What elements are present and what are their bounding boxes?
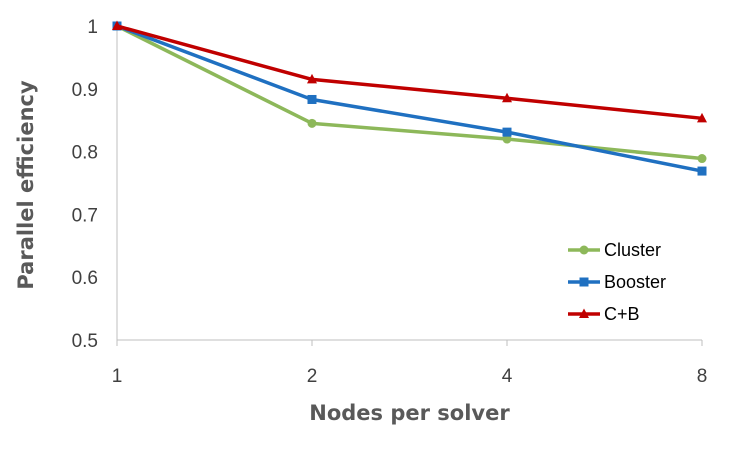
x-tick-label: 2 bbox=[307, 366, 318, 387]
legend-cluster-label: Cluster bbox=[604, 240, 661, 260]
series-booster-point bbox=[697, 166, 707, 176]
series-cluster-point bbox=[697, 154, 707, 164]
legend-c-b-label: C+B bbox=[604, 304, 640, 324]
series-cluster bbox=[112, 21, 707, 164]
y-tick-label: 0.7 bbox=[72, 205, 98, 226]
legend-booster-label: Booster bbox=[604, 272, 666, 292]
x-axis-tick-labels: 1 2 4 8 bbox=[112, 366, 708, 387]
series-cluster-point bbox=[502, 134, 512, 144]
y-tick-label: 1 bbox=[87, 17, 98, 38]
legend-booster-point bbox=[579, 277, 589, 287]
y-axis-tick-labels: 0.5 0.6 0.7 0.8 0.9 1 bbox=[72, 17, 98, 352]
x-tick-label: 4 bbox=[502, 366, 513, 387]
y-tick-label: 0.8 bbox=[72, 143, 98, 164]
series-cluster-point bbox=[307, 118, 317, 128]
x-axis-title: Nodes per solver bbox=[309, 401, 510, 425]
legend-c-b-point bbox=[579, 308, 589, 318]
y-tick-label: 0.5 bbox=[72, 331, 98, 352]
series-c-b-point bbox=[307, 73, 317, 84]
legend: Cluster Booster C+B bbox=[568, 240, 666, 324]
series-booster-point bbox=[502, 127, 512, 137]
series-booster bbox=[112, 21, 707, 176]
series-layer bbox=[112, 20, 707, 176]
legend-c-b: C+B bbox=[568, 304, 640, 324]
x-tick-label: 8 bbox=[697, 366, 708, 387]
series-booster-point bbox=[307, 94, 317, 104]
series-c-b-point bbox=[502, 92, 512, 103]
y-tick-label: 0.6 bbox=[72, 268, 98, 289]
series-c-b-line bbox=[116, 24, 703, 121]
x-tick-label: 1 bbox=[112, 366, 123, 387]
series-c-b-point bbox=[697, 112, 707, 123]
y-tick-label: 0.9 bbox=[72, 80, 98, 101]
series-booster-line bbox=[116, 24, 703, 173]
series-c-b bbox=[112, 20, 707, 123]
series-cluster-line bbox=[116, 24, 703, 161]
series-c-b-point bbox=[112, 20, 122, 30]
chart-axes bbox=[116, 22, 703, 346]
y-axis-title: Parallel efficiency bbox=[14, 80, 38, 290]
legend-cluster-point bbox=[579, 245, 589, 255]
legend-cluster: Cluster bbox=[568, 240, 661, 260]
legend-booster: Booster bbox=[568, 272, 666, 292]
